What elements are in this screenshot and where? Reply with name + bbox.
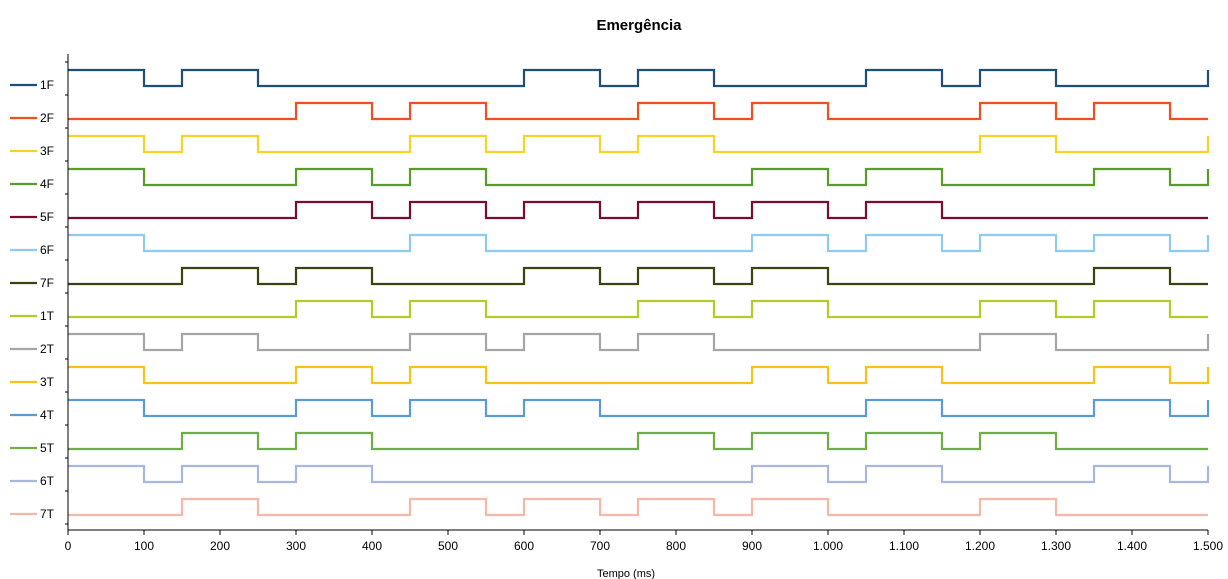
chart-title: Emergência	[596, 17, 682, 34]
series-6T-line	[68, 464, 1210, 484]
legend-label-1T: 1T	[40, 309, 55, 323]
series-1T-line	[68, 299, 1208, 319]
x-tick-label: 300	[286, 539, 306, 553]
x-tick-label: 0	[65, 539, 72, 553]
x-axis: 0 100 200 300 400 500 600 700 800 900 1.000 1.100 1.…	[65, 529, 1223, 553]
series-1F-line	[68, 68, 1210, 88]
legend-label-7T: 7T	[40, 507, 55, 521]
series-2T-line	[68, 332, 1210, 352]
legend-label-5T: 5T	[40, 441, 55, 455]
x-tick-label: 800	[666, 539, 686, 553]
x-tick-label: 100	[134, 539, 154, 553]
x-tick-label: 1.200	[965, 539, 995, 553]
x-tick-label: 500	[438, 539, 458, 553]
series-6F-line	[68, 233, 1210, 253]
x-tick-label: 400	[362, 539, 382, 553]
legend-label-4F: 4F	[40, 177, 54, 191]
legend-label-7F: 7F	[40, 276, 54, 290]
series-2F-line	[68, 101, 1208, 121]
legend-label-4T: 4T	[40, 408, 55, 422]
y-axis	[65, 54, 69, 530]
series-5T-line	[68, 431, 1208, 451]
series-5F-line	[68, 200, 1208, 220]
series-7T-line	[68, 497, 1208, 517]
x-tick-label: 900	[742, 539, 762, 553]
legend-label-3F: 3F	[40, 144, 54, 158]
legend-label-1F: 1F	[40, 78, 54, 92]
series-3F-line	[68, 134, 1210, 154]
x-tick-label: 1.300	[1041, 539, 1071, 553]
legend-label-2F: 2F	[40, 111, 54, 125]
x-tick-label: 600	[514, 539, 534, 553]
x-tick-label: 700	[590, 539, 610, 553]
x-tick-label: 1.000	[813, 539, 843, 553]
series-7F-line	[68, 266, 1208, 286]
x-axis-title: Tempo (ms)	[597, 568, 655, 579]
legend: 1F 2F 3F 4F 5F 6F 7F 1T 2T 3T 4T 5T 6T 7T	[10, 78, 55, 521]
x-tick-label: 1.500	[1193, 539, 1223, 553]
x-tick-label: 1.400	[1117, 539, 1147, 553]
plot-area	[68, 68, 1210, 517]
legend-label-6T: 6T	[40, 474, 55, 488]
series-4F-line	[68, 167, 1210, 187]
legend-label-6F: 6F	[40, 243, 54, 257]
series-4T-line	[68, 398, 1210, 418]
x-tick-label: 1.100	[889, 539, 919, 553]
legend-label-5F: 5F	[40, 210, 54, 224]
legend-label-2T: 2T	[40, 342, 55, 356]
series-3T-line	[68, 365, 1210, 385]
legend-label-3T: 3T	[40, 375, 55, 389]
x-tick-label: 200	[210, 539, 230, 553]
